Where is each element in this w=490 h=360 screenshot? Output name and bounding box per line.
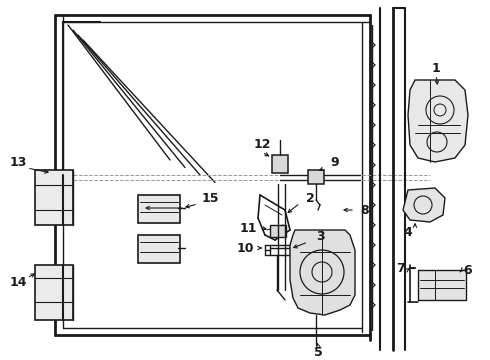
Bar <box>270 225 286 237</box>
Text: 9: 9 <box>331 157 339 170</box>
Polygon shape <box>290 230 355 315</box>
Text: 7: 7 <box>395 261 404 274</box>
Bar <box>138 235 180 263</box>
Text: 11: 11 <box>239 221 257 234</box>
Text: 6: 6 <box>464 264 472 276</box>
Text: 10: 10 <box>236 242 254 255</box>
Bar <box>272 155 288 173</box>
Text: 15: 15 <box>201 192 219 204</box>
Bar <box>35 265 73 320</box>
Text: 8: 8 <box>361 203 369 216</box>
Text: 14: 14 <box>9 275 27 288</box>
Bar <box>35 170 73 225</box>
Text: 5: 5 <box>314 346 322 359</box>
Polygon shape <box>408 80 468 162</box>
Bar <box>418 270 466 300</box>
Bar <box>308 170 324 184</box>
Text: 2: 2 <box>306 192 315 204</box>
Text: 1: 1 <box>432 62 441 75</box>
Text: 4: 4 <box>404 225 413 238</box>
Text: 13: 13 <box>9 156 26 168</box>
Bar <box>138 195 180 223</box>
Polygon shape <box>403 188 445 222</box>
Text: 12: 12 <box>253 139 271 152</box>
Text: 3: 3 <box>316 230 324 243</box>
